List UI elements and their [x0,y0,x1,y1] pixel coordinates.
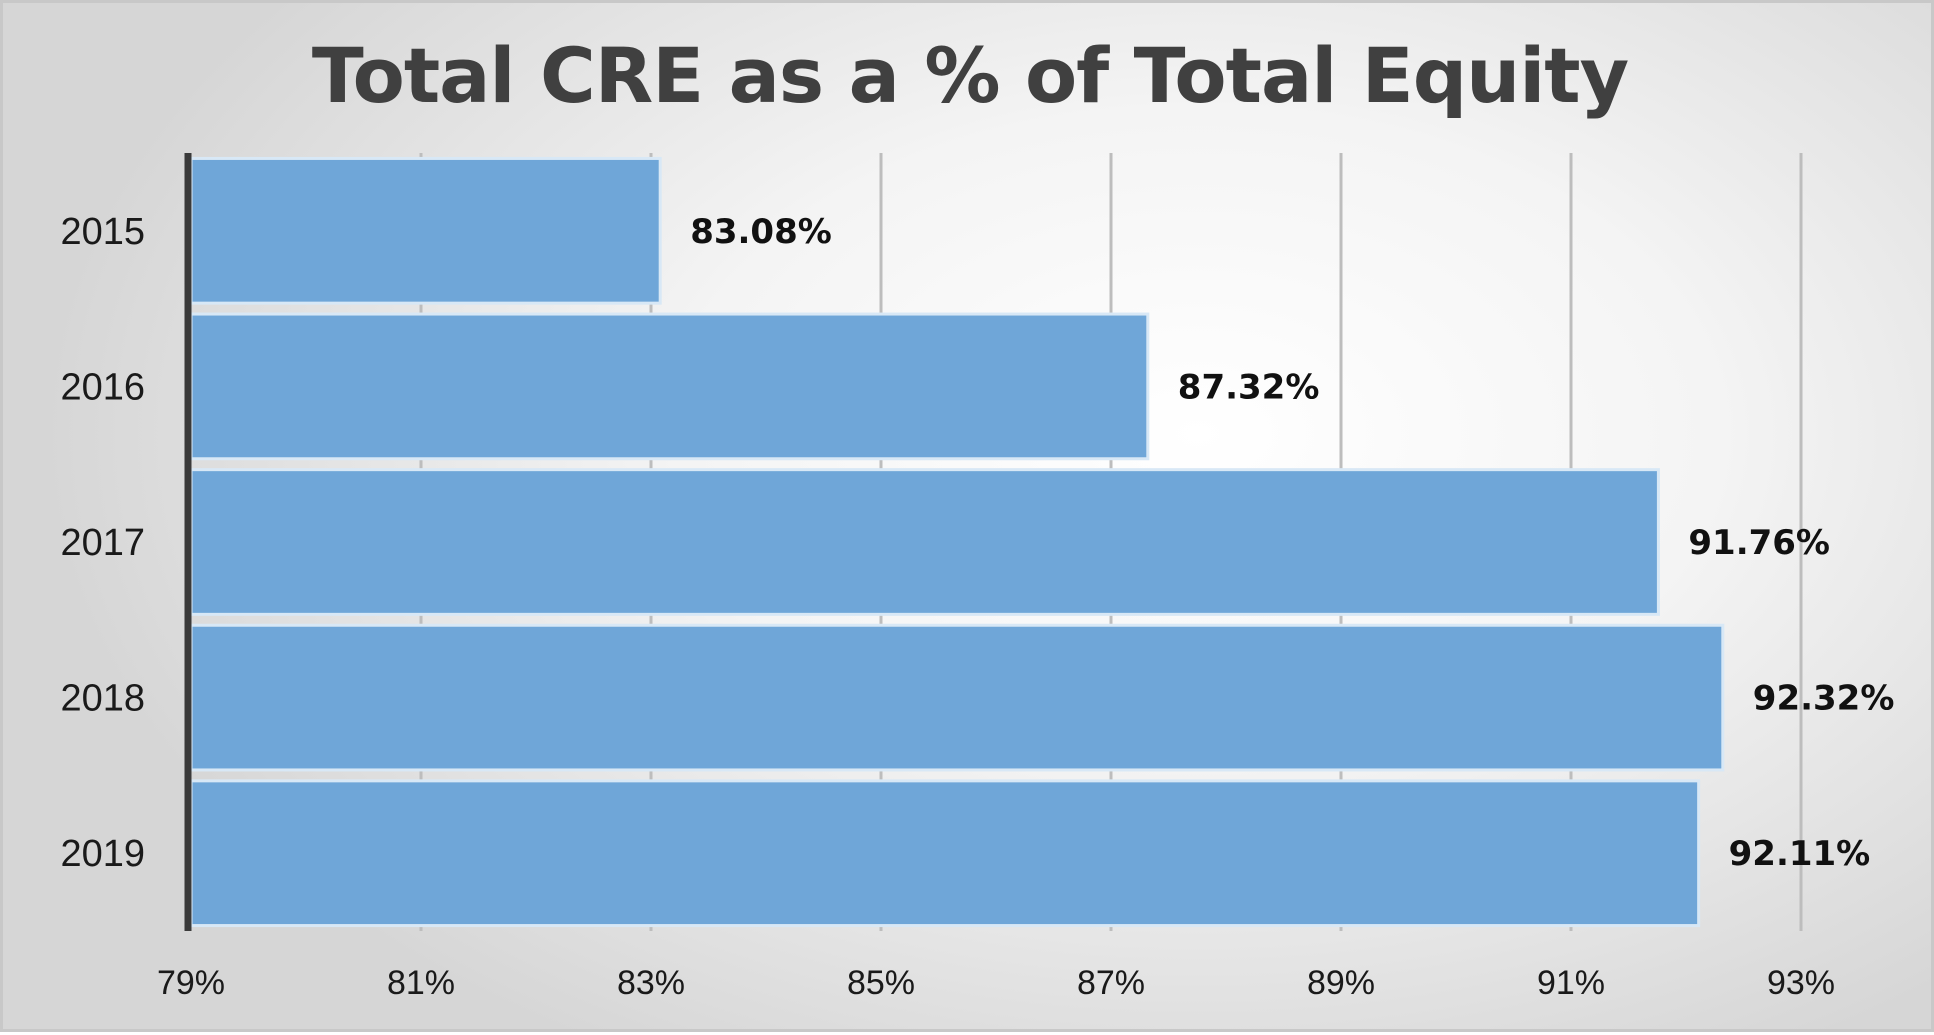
x-tick-label: 89% [1307,964,1375,1002]
x-tick-label: 79% [157,964,225,1002]
category-label: 2016 [60,366,145,408]
chart-plot: 79% 81% 83% 85% 87% 89% 91% 93% 2015 83.08% 2016 87… [60,153,1894,1002]
x-tick-label: 93% [1767,964,1835,1002]
bar [189,623,1725,772]
chart-title: Total CRE as a % of Total Equity [311,31,1629,120]
x-tick-label: 81% [387,964,455,1002]
x-tick-label: 83% [617,964,685,1002]
x-tick-label: 91% [1537,964,1605,1002]
category-label: 2015 [60,211,145,253]
data-label: 87.32% [1178,367,1320,407]
labels: 79% 81% 83% 85% 87% 89% 91% 93% 2015 83.08% 2016 87… [60,211,1894,1002]
data-label: 92.32% [1753,679,1895,719]
x-tick-label: 87% [1077,964,1145,1002]
bar [189,468,1660,616]
category-label: 2018 [60,678,145,720]
x-tick-label: 85% [847,964,915,1002]
bar [189,156,662,305]
category-label: 2017 [60,522,145,564]
category-label: 2019 [60,833,145,875]
data-label: 83.08% [690,212,832,252]
bar [189,779,1701,928]
bar [189,312,1150,461]
bars [189,156,1725,928]
data-label: 92.11% [1729,834,1871,874]
data-label: 91.76% [1688,523,1830,563]
